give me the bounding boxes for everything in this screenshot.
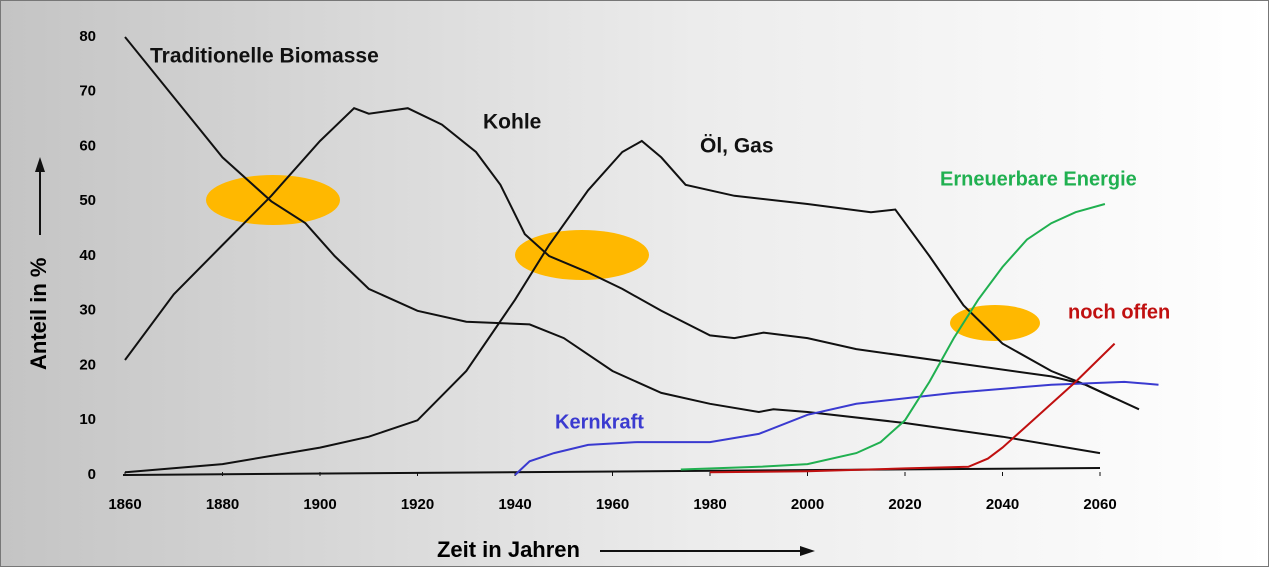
series-line [514, 380, 1159, 476]
x-tick-label: 2060 [1083, 496, 1116, 513]
y-tick-label: 0 [88, 466, 96, 483]
y-tick-label: 50 [79, 192, 96, 209]
series-label: Kernkraft [555, 411, 644, 433]
x-tick-label: 2040 [986, 496, 1019, 513]
y-tick-label: 10 [79, 411, 96, 428]
x-tick-label: 2000 [791, 496, 824, 513]
x-tick-label: 1880 [206, 496, 239, 513]
y-axis-label: Anteil in % [26, 258, 51, 370]
y-tick-label: 80 [79, 28, 96, 45]
series-line [680, 203, 1106, 471]
x-tick-label: 1920 [401, 496, 434, 513]
x-tick-label: 1980 [693, 496, 726, 513]
x-tick-label: 1860 [108, 496, 141, 513]
series-line [124, 107, 1140, 411]
highlight [515, 230, 649, 280]
x-tick-label: 1960 [596, 496, 629, 513]
series-line [709, 342, 1116, 474]
y-tick-label: 70 [79, 83, 96, 100]
y-tick-label: 20 [79, 356, 96, 373]
x-axis [122, 467, 1101, 476]
y-tick-label: 60 [79, 137, 96, 154]
x-tick-label: 2020 [888, 496, 921, 513]
series-label: Traditionelle Biomasse [150, 45, 379, 68]
highlight [206, 175, 340, 225]
x-tick-label: 1900 [303, 496, 336, 513]
y-tick-label: 30 [79, 302, 96, 319]
x-axis-label: Zeit in Jahren [437, 537, 580, 562]
series-line [124, 139, 1116, 474]
series-label: noch offen [1068, 301, 1170, 323]
series-label: Erneuerbare Energie [940, 168, 1137, 190]
y-tick-label: 40 [79, 247, 96, 264]
series-line [124, 36, 1101, 455]
arrow-head [35, 157, 45, 172]
arrow-head [800, 546, 815, 556]
series-label: Kohle [483, 111, 541, 134]
series-label: Öl, Gas [700, 135, 774, 158]
x-tick-label: 1940 [498, 496, 531, 513]
